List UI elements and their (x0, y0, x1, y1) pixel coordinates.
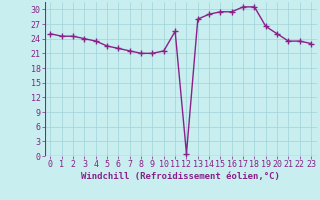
X-axis label: Windchill (Refroidissement éolien,°C): Windchill (Refroidissement éolien,°C) (81, 172, 280, 181)
